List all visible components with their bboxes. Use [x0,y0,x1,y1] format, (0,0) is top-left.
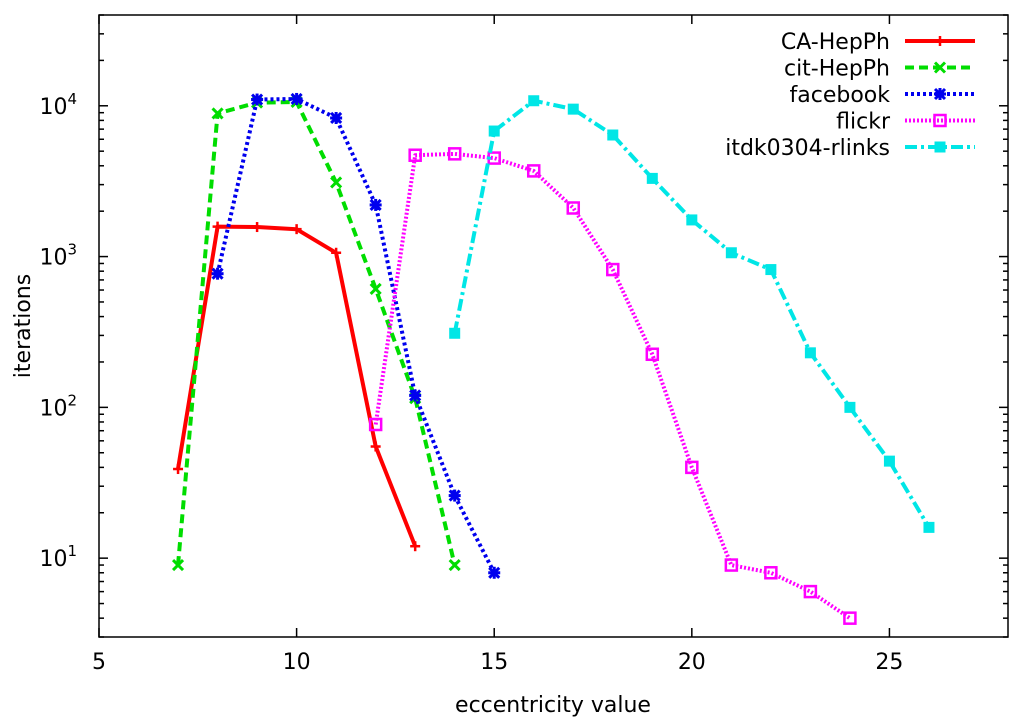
data-point [211,107,224,120]
series-cit-hepph [171,95,461,572]
data-point [844,401,856,413]
legend-item: cit-HepPh [784,57,975,82]
data-point [369,198,382,212]
series-line [373,151,852,620]
data-point [607,129,619,141]
x-tick-label: 10 [283,650,311,675]
data-point [526,164,541,178]
series-ca-hepph [173,221,421,552]
data-point [449,327,461,339]
data-point [765,264,777,276]
data-point [686,214,698,226]
legend-label: flickr [836,110,891,135]
legend-label: facebook [790,83,891,108]
data-point [448,489,461,502]
legend: CA-HepPhcit-HepPhfacebookflickritdk0304-… [725,30,975,161]
legend-item: flickr [836,110,975,135]
data-point [251,93,264,106]
legend-label: cit-HepPh [784,57,890,82]
data-point [645,347,660,362]
x-tick-label: 15 [480,650,508,675]
data-point [606,262,620,277]
data-point [934,141,946,153]
data-point [843,611,857,625]
data-point [368,417,383,432]
data-point [488,566,501,579]
data-point [646,172,658,184]
data-point [330,111,343,125]
data-point [331,247,342,258]
data-point [685,460,699,475]
data-point [291,224,302,235]
data-point [447,147,462,161]
data-point [290,92,303,106]
y-tick-labels: 101 102 103 104 [39,90,77,572]
legend-label: CA-HepPh [781,30,890,55]
data-point [409,389,422,402]
data-point [933,87,947,101]
data-point [935,36,945,46]
data-point [408,148,422,162]
series-line [176,100,457,566]
data-point [566,201,581,215]
plot-frame [98,14,1009,638]
series-layer [171,92,935,625]
y-tick-label: 104 [39,90,77,120]
data-point [173,464,184,475]
legend-item: facebook [790,83,975,108]
x-axis-title: eccentricity value [455,693,651,718]
x-tick-label: 25 [875,650,903,675]
data-point [567,103,579,115]
x-tick-labels: 5 10 15 20 25 [92,650,903,675]
data-point [211,267,224,280]
data-point [804,347,816,359]
x-tick-label: 5 [92,650,106,675]
legend-label: itdk0304-rlinks [725,136,890,161]
y-tick-label: 102 [39,391,77,421]
y-tick-label: 103 [39,241,77,271]
data-point [488,125,500,137]
data-point [764,566,778,580]
series-flickr [368,147,857,625]
data-point [410,541,421,552]
series-facebook [211,92,501,579]
y-tick-label: 101 [39,542,77,572]
data-point [370,441,381,452]
x-tick-label: 20 [678,650,706,675]
data-point [212,221,223,232]
y-axis-title: iterations [11,274,36,378]
data-point [252,222,263,233]
data-point [923,521,935,533]
data-point [448,558,461,572]
data-point [803,584,818,599]
legend-item: itdk0304-rlinks [725,136,975,161]
data-point [883,455,895,467]
series-itdk0304-rlinks [449,95,935,533]
legend-item: CA-HepPh [781,30,975,55]
data-point [171,558,185,572]
data-point [369,282,382,296]
data-point [330,176,343,189]
data-point [933,61,947,74]
data-point [724,558,739,572]
data-point [725,247,737,259]
data-point [933,113,947,128]
axis-ticks [98,14,1008,638]
data-point [528,95,540,107]
